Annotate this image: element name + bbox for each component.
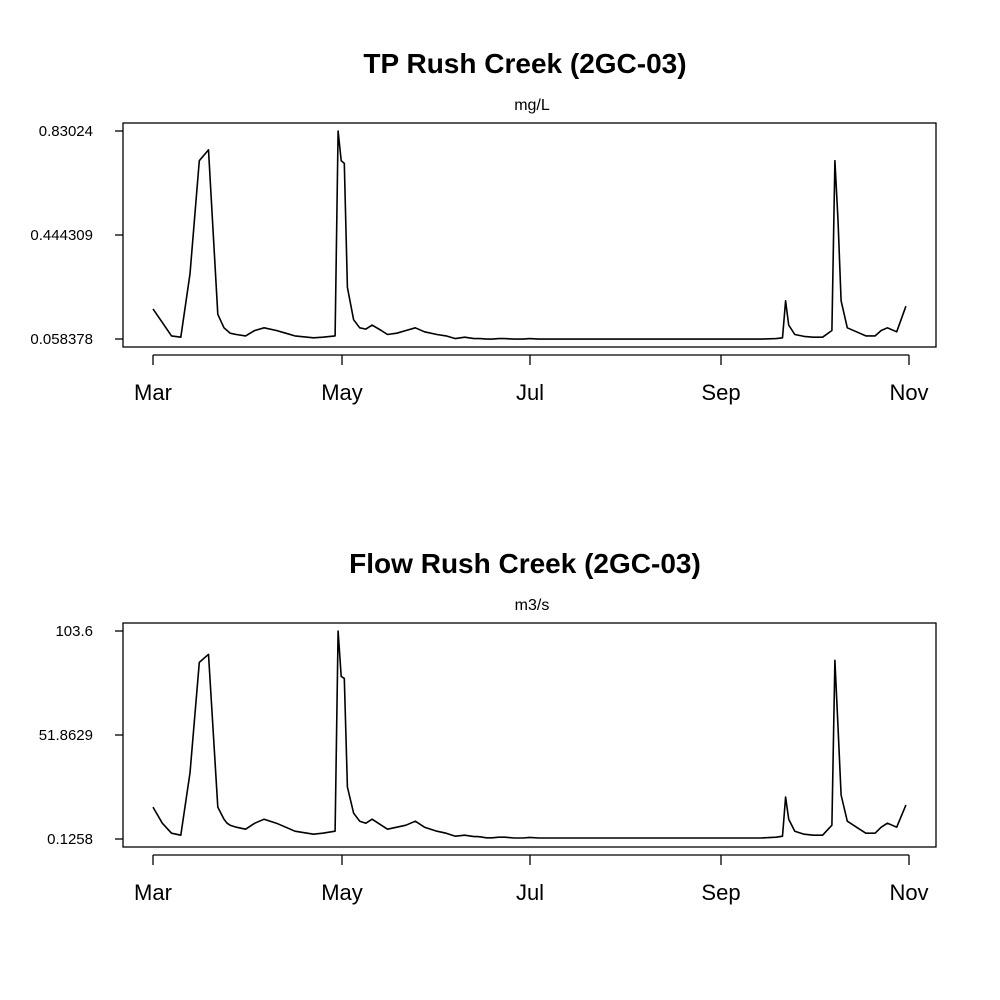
x-tick-label: Mar: [134, 380, 172, 405]
series-line-flow: [152, 630, 907, 839]
plot-frame: [122, 622, 937, 848]
chart-title: Flow Rush Creek (2GC-03): [349, 548, 701, 579]
y-tick-label: 0.058378: [30, 331, 93, 348]
x-tick-label: May: [321, 880, 363, 905]
x-tick-label: Jul: [516, 880, 544, 905]
x-axis: Mar May Jul Sep Nov: [134, 854, 929, 905]
y-axis: 0.83024 0.444309 0.058378: [30, 123, 123, 348]
chart-subtitle: m3/s: [515, 597, 550, 614]
y-tick-label: 0.444309: [30, 227, 93, 244]
x-tick-label: May: [321, 380, 363, 405]
x-tick-label: Sep: [701, 380, 740, 405]
plot-frame: [122, 122, 937, 348]
x-axis: Mar May Jul Sep Nov: [134, 354, 929, 405]
x-tick-label: Nov: [889, 380, 928, 405]
chart-title: TP Rush Creek (2GC-03): [363, 48, 686, 79]
x-tick-label: Nov: [889, 880, 928, 905]
x-tick-label: Sep: [701, 880, 740, 905]
chart-panel-flow: Flow Rush Creek (2GC-03) m3/s 103.6 51.8…: [39, 548, 937, 905]
series-line-tp: [152, 130, 907, 340]
y-tick-label: 0.1258: [47, 831, 93, 848]
x-tick-label: Mar: [134, 880, 172, 905]
x-tick-label: Jul: [516, 380, 544, 405]
y-tick-label: 51.8629: [39, 727, 93, 744]
chart-panel-tp: TP Rush Creek (2GC-03) mg/L 0.83024 0.44…: [30, 48, 937, 405]
y-tick-label: 103.6: [55, 623, 93, 640]
chart-subtitle: mg/L: [514, 97, 550, 114]
y-tick-label: 0.83024: [39, 123, 93, 140]
y-axis: 103.6 51.8629 0.1258: [39, 623, 123, 848]
